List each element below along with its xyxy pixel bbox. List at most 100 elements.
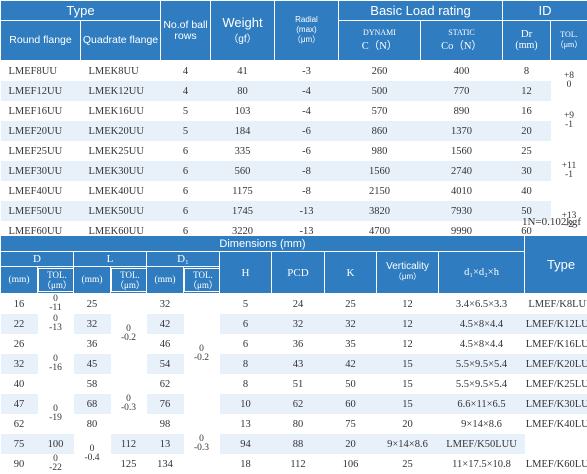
D1-cell: 54 [147, 354, 184, 374]
D-cell: 26 [1, 334, 38, 354]
dr-cell: 20 [503, 121, 551, 141]
L-cell: 100 [38, 434, 74, 454]
static-load-cell: 4010 [421, 181, 503, 201]
PCD-cell: 62 [272, 394, 325, 414]
PCD-cell: 80 [272, 414, 325, 434]
D-tolerance-cell: 0-13 [38, 314, 74, 334]
ball-rows-cell: 5 [161, 121, 211, 141]
K-header: K [325, 252, 377, 294]
round-flange-cell: LMEF20UU [1, 121, 81, 141]
quadrate-flange-cell: LMEK50UU [81, 201, 161, 221]
K-cell: 106 [325, 454, 377, 474]
dynamic-load-cell: 570 [339, 101, 421, 121]
D1-cell: 62 [147, 374, 184, 394]
D1-tol-header: TOL.（μm） [184, 267, 220, 294]
PCD-header: PCD [272, 252, 325, 294]
tolerance-lower: -1 [564, 121, 574, 130]
d1d2h-cell: 5.5×9.5×5.4 [439, 354, 525, 374]
PCD-cell: 32 [272, 314, 325, 334]
type-group-header: Type [1, 1, 161, 21]
radial-cell: -4 [275, 101, 339, 121]
d1d2h-cell: 6.6×11×6.5 [439, 394, 525, 414]
H-cell: 13 [147, 434, 184, 454]
dynamic-load-cell: 860 [339, 121, 421, 141]
K-cell: 50 [325, 374, 377, 394]
type-cell: LMEF/K25LUU [525, 374, 587, 394]
D1-tolerance-cell: 0-0.3 [184, 414, 220, 474]
quadrate-flange-cell: LMEK16UU [81, 101, 161, 121]
weight-cell: 335 [211, 141, 275, 161]
dr-cell: 8 [503, 61, 551, 82]
L-cell: 25 [74, 294, 111, 315]
verticality-cell: 25 [377, 454, 439, 474]
D1-cell: 42 [147, 314, 184, 334]
H-header: H [220, 252, 272, 294]
K-cell: 60 [325, 394, 377, 414]
H-cell: 18 [220, 454, 272, 474]
quadrate-flange-cell: LMEK8UU [81, 61, 161, 82]
type-cell: LMEF/K40LUU [525, 414, 587, 434]
L-tol-header: TOL.（μm） [111, 267, 147, 294]
ball-rows-cell: 4 [161, 81, 211, 101]
quadrate-flange-header: Quadrate flange [81, 21, 161, 61]
tolerance-lower: -0.2 [121, 334, 136, 343]
verticality-cell: 15 [377, 394, 439, 414]
round-flange-cell: LMEF16UU [1, 101, 81, 121]
PCD-cell: 51 [272, 374, 325, 394]
L-tolerance-cell: 0-0.4 [74, 434, 111, 474]
d1d2h-header: d₁×d₂×h [439, 252, 525, 294]
D1-mm-header: (mm) [147, 267, 184, 294]
L-tolerance-cell: 0-0.3 [111, 374, 147, 434]
type-header: Type [525, 236, 587, 294]
round-flange-header: Round flange [1, 21, 81, 61]
ball-rows-cell: 6 [161, 201, 211, 221]
verticality-cell: 12 [377, 334, 439, 354]
type-cell: LMEF/K50LUU [439, 434, 525, 454]
quadrate-flange-cell: LMEK40UU [81, 181, 161, 201]
H-cell: 6 [220, 314, 272, 334]
round-flange-cell: LMEF30UU [1, 161, 81, 181]
type-cell: LMEF/K16LUU [525, 334, 587, 354]
verticality-cell: 12 [377, 314, 439, 334]
round-flange-cell: LMEF8UU [1, 61, 81, 82]
D-tolerance-cell: 0-16 [38, 334, 74, 394]
D-cell: 47 [1, 394, 38, 414]
verticality-header: Verticality（μm） [377, 252, 439, 294]
L-tolerance-cell: 0-0.2 [111, 294, 147, 375]
dimensions-group-header: Dimensions (mm) [1, 236, 525, 252]
weight-header: Weight（gf） [211, 1, 275, 61]
static-load-cell: 400 [421, 61, 503, 82]
dynamic-load-cell: 2150 [339, 181, 421, 201]
unit-note: 1N=0.102kgf [522, 216, 581, 228]
d1d2h-cell: 4.5×8×4.4 [439, 334, 525, 354]
K-cell: 25 [325, 294, 377, 315]
L-mm-header: (mm) [74, 267, 111, 294]
ball-rows-cell: 6 [161, 181, 211, 201]
weight-cell: 1745 [211, 201, 275, 221]
round-flange-cell: LMEF40UU [1, 181, 81, 201]
K-cell: 75 [325, 414, 377, 434]
PCD-cell: 24 [272, 294, 325, 315]
quadrate-flange-cell: LMEK12UU [81, 81, 161, 101]
load-rating-table: Type No.of ball rows Weight（gf） Radial(m… [0, 0, 587, 241]
d1d2h-cell: 11×17.5×10.8 [439, 454, 525, 474]
quadrate-flange-cell: LMEK20UU [81, 121, 161, 141]
type-cell: LMEF/K30LUU [525, 394, 587, 414]
radial-cell: -8 [275, 181, 339, 201]
dynamic-load-cell: 1560 [339, 161, 421, 181]
D1-cell: 98 [147, 414, 184, 434]
weight-cell: 103 [211, 101, 275, 121]
D1-cell: 112 [111, 434, 147, 454]
dr-cell: 12 [503, 81, 551, 101]
radial-cell: -6 [275, 141, 339, 161]
L-cell: 36 [74, 334, 111, 354]
